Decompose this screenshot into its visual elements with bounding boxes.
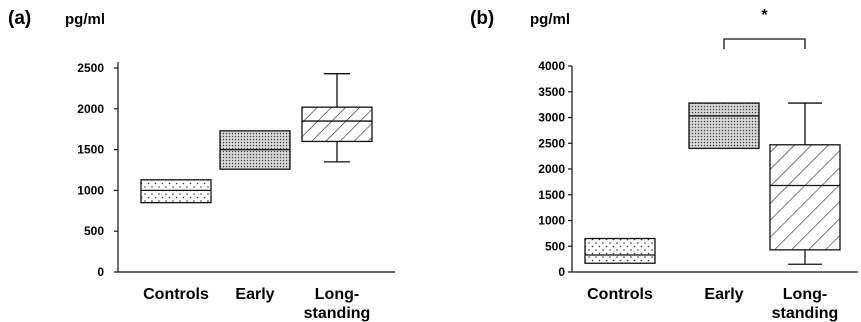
y-tick-label: 1000 <box>538 214 565 228</box>
significance-star: * <box>761 7 768 24</box>
y-tick-label: 500 <box>84 224 104 238</box>
bracket-line <box>723 38 806 49</box>
box-group <box>688 102 760 150</box>
category-label: Long- <box>315 286 359 303</box>
iqr-box <box>688 102 760 150</box>
y-tick-label: 2000 <box>538 162 565 176</box>
y-unit-label: pg/ml <box>530 11 570 28</box>
boxes <box>584 102 841 265</box>
y-axis-ticks: 0 500 1000 1500 2000 2500 3000 3500 4000 <box>538 59 572 279</box>
panel-label: (b) <box>470 8 494 29</box>
iqr-box <box>140 179 212 204</box>
category-labels: Controls Early Long-standing <box>143 286 370 322</box>
significance-bracket: * <box>723 7 806 49</box>
y-tick-label: 2000 <box>77 102 104 116</box>
category-label: Early <box>704 286 743 303</box>
category-labels: Controls Early Long-standing <box>587 286 838 322</box>
y-tick-label: 1500 <box>538 188 565 202</box>
y-tick-label: 3500 <box>538 85 565 99</box>
panel-label: (a) <box>8 8 31 29</box>
category-label: Early <box>235 286 274 303</box>
iqr-box <box>584 237 656 264</box>
box-group <box>219 130 291 170</box>
y-unit-label: pg/ml <box>65 11 105 28</box>
y-tick-label: 0 <box>97 265 104 279</box>
chart-panel-a: (a) pg/ml 0 500 1000 1500 2000 2500 Controls E… <box>8 8 395 322</box>
boxes <box>140 73 373 204</box>
y-tick-label: 1000 <box>77 183 104 197</box>
y-tick-label: 2500 <box>538 136 565 150</box>
iqr-box <box>301 106 373 143</box>
iqr-box <box>769 144 841 251</box>
box-group <box>301 73 373 163</box>
category-label: Controls <box>587 286 653 303</box>
box-group <box>584 237 656 264</box>
y-tick-label: 1500 <box>77 143 104 157</box>
y-tick-label: 0 <box>558 265 565 279</box>
y-tick-label: 3000 <box>538 111 565 125</box>
box-group <box>769 102 841 265</box>
category-label: standing <box>304 305 371 322</box>
category-label: Controls <box>143 286 209 303</box>
y-tick-label: 500 <box>545 239 565 253</box>
category-label: Long- <box>783 286 827 303</box>
y-tick-label: 2500 <box>77 61 104 75</box>
y-tick-label: 4000 <box>538 59 565 73</box>
chart-panel-b: (b) pg/ml * 0 500 1000 1500 2000 2500 3000 3500… <box>470 7 858 322</box>
box-group <box>140 179 212 204</box>
category-label: standing <box>772 305 839 322</box>
y-axis-ticks: 0 500 1000 1500 2000 2500 <box>77 61 118 279</box>
